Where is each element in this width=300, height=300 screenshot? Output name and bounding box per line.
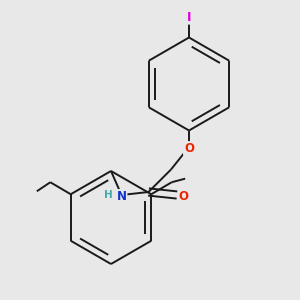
- Text: O: O: [184, 142, 194, 155]
- Text: I: I: [187, 11, 191, 24]
- Text: N: N: [116, 190, 127, 203]
- Text: O: O: [178, 190, 189, 203]
- Text: H: H: [104, 190, 112, 200]
